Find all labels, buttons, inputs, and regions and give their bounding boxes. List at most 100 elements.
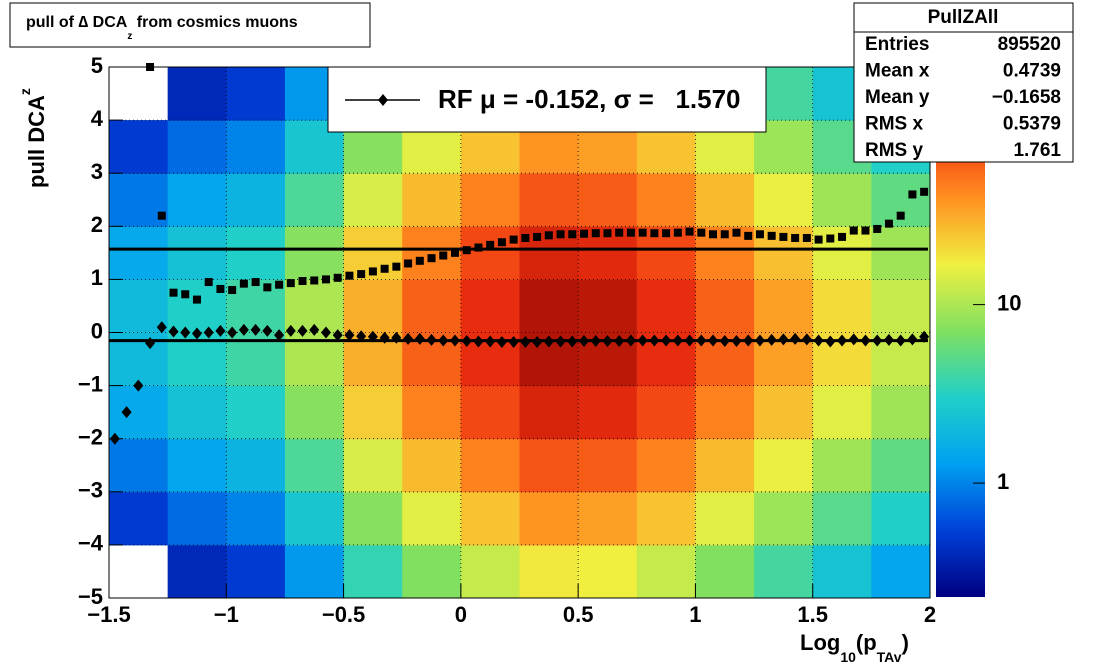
- diamond-marker: [708, 334, 719, 347]
- square-marker: [791, 233, 800, 242]
- heat-cell: [812, 438, 872, 493]
- stats-label: RMS x: [865, 114, 924, 135]
- y-tick-label: −3: [78, 478, 103, 503]
- heat-cell: [402, 544, 462, 599]
- stats-label: Mean x: [865, 61, 930, 82]
- square-marker: [544, 231, 553, 240]
- diamond-marker: [473, 335, 484, 348]
- square-marker: [826, 234, 835, 243]
- heat-cell: [284, 279, 345, 333]
- diamond-marker: [825, 335, 836, 348]
- heat-cell: [460, 438, 520, 493]
- square-marker: [685, 227, 694, 236]
- y-tick-label: −2: [78, 425, 103, 450]
- heat-cell: [695, 438, 755, 493]
- diamond-marker: [649, 334, 660, 347]
- heat-cell: [871, 438, 931, 493]
- diamond-marker: [438, 334, 449, 347]
- heat-cell: [754, 279, 814, 333]
- heat-cell: [695, 544, 755, 599]
- square-marker: [380, 264, 389, 273]
- square-marker: [345, 271, 354, 280]
- diamond-marker: [907, 333, 918, 346]
- diamond-marker: [508, 336, 519, 349]
- square-marker: [462, 246, 471, 255]
- heat-cell: [460, 544, 520, 599]
- x-tick-label: −1.5: [87, 602, 130, 627]
- diamond-marker: [567, 335, 578, 348]
- title-box: [9, 2, 371, 48]
- y-axis-label: pull DCAz: [17, 88, 49, 188]
- diamond-marker: [145, 337, 156, 350]
- heat-cell: [636, 438, 696, 493]
- y-tick-label: −4: [78, 531, 104, 556]
- heat-cell: [402, 385, 462, 440]
- square-marker: [767, 231, 776, 240]
- diamond-marker: [532, 336, 543, 349]
- y-tick-label: −1: [78, 371, 103, 396]
- square-marker: [896, 211, 905, 220]
- square-marker: [509, 235, 518, 244]
- heat-cell: [754, 173, 814, 227]
- heat-cell: [226, 120, 286, 174]
- diamond-marker: [426, 333, 437, 346]
- heat-cell: [695, 279, 755, 333]
- diamond-marker: [579, 334, 590, 347]
- diamond-marker: [543, 335, 554, 348]
- heat-cell: [871, 279, 931, 333]
- square-marker: [920, 187, 929, 196]
- square-marker: [568, 230, 577, 239]
- square-marker: [415, 256, 424, 265]
- square-marker: [755, 230, 764, 239]
- square-marker: [873, 224, 882, 233]
- diamond-marker: [274, 329, 285, 342]
- y-tick-label: −5: [78, 584, 103, 609]
- square-marker: [732, 228, 741, 237]
- diamond-marker: [919, 330, 930, 343]
- diamond-marker: [344, 329, 355, 342]
- diamond-marker: [203, 326, 214, 339]
- heat-cell: [284, 226, 345, 280]
- square-marker: [673, 228, 682, 237]
- heat-cell: [343, 491, 403, 546]
- square-marker: [662, 229, 671, 238]
- square-marker: [802, 233, 811, 242]
- x-tick-label: 1: [689, 602, 701, 627]
- square-marker: [286, 279, 295, 288]
- square-marker: [333, 273, 342, 282]
- square-marker: [204, 278, 213, 287]
- heat-cell: [167, 438, 227, 493]
- diamond-marker: [485, 335, 496, 348]
- square-marker: [638, 228, 647, 237]
- heat-cell: [402, 279, 462, 333]
- heat-cell: [284, 438, 345, 493]
- heat-cell: [284, 491, 345, 546]
- heat-cell: [578, 491, 638, 546]
- heat-cell: [343, 279, 403, 333]
- stats-value: 0.4739: [1003, 61, 1061, 82]
- diamond-marker: [109, 432, 120, 445]
- diamond-marker: [860, 334, 871, 347]
- diamond-marker: [156, 321, 167, 334]
- heat-cell: [460, 385, 520, 440]
- heat-cell: [754, 438, 814, 493]
- diamond-marker: [180, 326, 191, 339]
- square-marker: [650, 229, 659, 238]
- heat-cell: [812, 173, 872, 227]
- heat-cell: [109, 491, 169, 546]
- x-tick-label: 2: [924, 602, 936, 627]
- square-marker: [908, 190, 917, 199]
- square-marker: [181, 290, 190, 299]
- square-marker: [228, 286, 237, 295]
- square-marker: [779, 232, 788, 241]
- diamond-marker: [872, 334, 883, 347]
- heat-cell: [226, 385, 286, 440]
- x-tick-label: 1.5: [797, 602, 828, 627]
- square-marker: [615, 228, 624, 237]
- diamond-marker: [297, 324, 308, 337]
- y-tick-label: 2: [91, 212, 103, 237]
- stats-value: −0.1658: [992, 87, 1061, 108]
- heat-cell: [695, 491, 755, 546]
- heat-cell: [636, 279, 696, 333]
- heat-cell: [812, 385, 872, 440]
